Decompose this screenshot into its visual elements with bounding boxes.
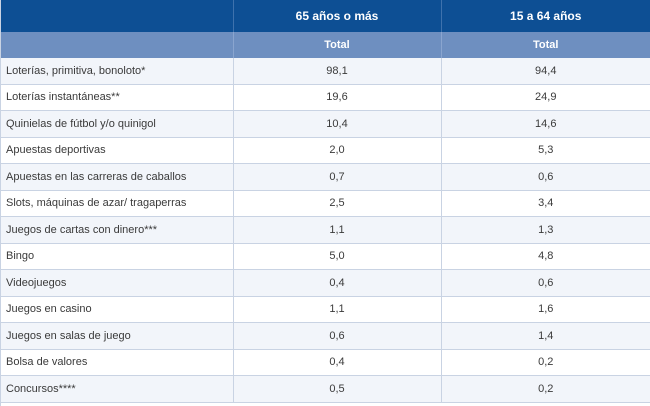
value-65-plus: 98,1 — [232, 58, 441, 85]
table-row: Juegos de cartas con dinero*** 1,1 1,3 — [1, 216, 650, 244]
table-row: Videojuegos 0,4 0,6 — [1, 269, 650, 297]
row-label: Apuestas deportivas — [1, 137, 233, 164]
table-row: Loterías, primitiva, bonoloto* 98,1 94,4 — [1, 58, 650, 85]
value-15-64: 24,9 — [440, 84, 650, 111]
table-row: Concursos**** 0,5 0,2 — [1, 375, 650, 403]
row-label: Quinielas de fútbol y/o quinigol — [1, 110, 233, 138]
value-65-plus: 2,5 — [232, 190, 441, 217]
value-65-plus: 0,6 — [232, 322, 441, 350]
value-65-plus: 1,1 — [232, 216, 441, 244]
row-label: Apuestas en las carreras de caballos — [1, 163, 233, 191]
value-65-plus: 19,6 — [232, 84, 441, 111]
header-65-plus: 65 años o más — [232, 0, 441, 32]
table-row: Slots, máquinas de azar/ tragaperras 2,5 3… — [1, 190, 650, 217]
table-row: Juegos en salas de juego 0,6 1,4 — [1, 322, 650, 350]
table-row: Bolsa de valores 0,4 0,2 — [1, 349, 650, 376]
value-65-plus: 10,4 — [232, 110, 441, 138]
value-15-64: 4,8 — [440, 243, 650, 270]
table-row: Quinielas de fútbol y/o quinigol 10,4 14,6 — [1, 110, 650, 138]
subheader-row: Total Total — [1, 32, 650, 58]
value-15-64: 0,2 — [440, 375, 650, 403]
row-label: Loterías instantáneas** — [1, 84, 233, 111]
header-label-cell — [1, 0, 233, 32]
row-label: Juegos de cartas con dinero*** — [1, 216, 233, 244]
value-15-64: 1,4 — [440, 322, 650, 350]
row-label: Juegos en salas de juego — [1, 322, 233, 350]
value-15-64: 3,4 — [440, 190, 650, 217]
value-65-plus: 0,4 — [232, 269, 441, 297]
value-15-64: 0,6 — [440, 163, 650, 191]
row-label: Concursos**** — [1, 375, 233, 403]
value-15-64: 94,4 — [440, 58, 650, 85]
value-15-64: 14,6 — [440, 110, 650, 138]
table-row: Juegos en casino 1,1 1,6 — [1, 296, 650, 323]
row-label: Slots, máquinas de azar/ tragaperras — [1, 190, 233, 217]
subheader-label-cell — [1, 32, 233, 58]
column-header-row: 65 años o más 15 a 64 años — [1, 0, 650, 32]
row-label: Bingo — [1, 243, 233, 270]
table-body: Loterías, primitiva, bonoloto* 98,1 94,4 Lo… — [1, 58, 650, 403]
value-65-plus: 1,1 — [232, 296, 441, 323]
header-15-64: 15 a 64 años — [440, 0, 650, 32]
value-65-plus: 0,4 — [232, 349, 441, 376]
subheader-total-65-plus: Total — [232, 32, 441, 58]
table-row: Loterías instantáneas** 19,6 24,9 — [1, 84, 650, 111]
table-row: Apuestas deportivas 2,0 5,3 — [1, 137, 650, 164]
value-15-64: 1,3 — [440, 216, 650, 244]
row-label: Juegos en casino — [1, 296, 233, 323]
value-65-plus: 0,7 — [232, 163, 441, 191]
value-15-64: 0,2 — [440, 349, 650, 376]
value-65-plus: 2,0 — [232, 137, 441, 164]
value-65-plus: 0,5 — [232, 375, 441, 403]
row-label: Videojuegos — [1, 269, 233, 297]
value-15-64: 1,6 — [440, 296, 650, 323]
value-15-64: 5,3 — [440, 137, 650, 164]
row-label: Loterías, primitiva, bonoloto* — [1, 58, 233, 85]
subheader-total-15-64: Total — [440, 32, 650, 58]
value-65-plus: 5,0 — [232, 243, 441, 270]
table-row: Bingo 5,0 4,8 — [1, 243, 650, 270]
table-row: Apuestas en las carreras de caballos 0,7 0… — [1, 163, 650, 191]
row-label: Bolsa de valores — [1, 349, 233, 376]
value-15-64: 0,6 — [440, 269, 650, 297]
